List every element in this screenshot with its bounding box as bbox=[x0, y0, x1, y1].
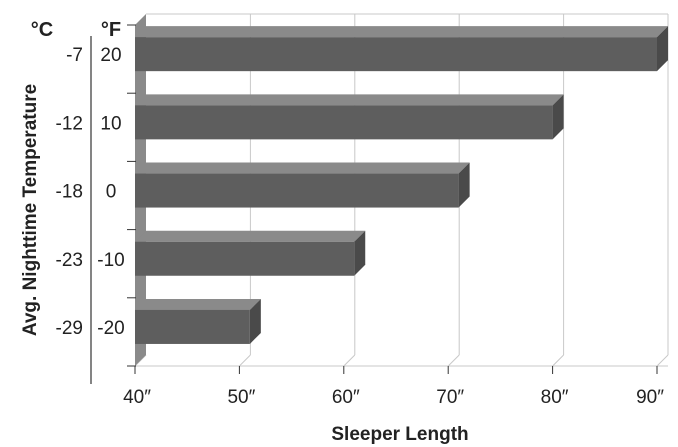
y-tick-label-fahrenheit: 10 bbox=[100, 113, 121, 134]
bar-top-face bbox=[135, 94, 564, 106]
labels: -7 20 -12 10 -18 0 -23 -10 -29 -20 40″ 50″ 60″ 70″ 80″… bbox=[56, 45, 665, 408]
y-tick-label-celsius: -23 bbox=[56, 250, 83, 271]
bar-end-face bbox=[249, 298, 261, 344]
y-tick-label-fahrenheit: -10 bbox=[97, 250, 124, 271]
bar-top-face bbox=[135, 162, 470, 174]
bar-end-face bbox=[657, 26, 668, 72]
gridline-floor bbox=[343, 354, 356, 367]
bar-end-face bbox=[552, 94, 564, 140]
y-tick-label-celsius: -7 bbox=[66, 45, 83, 66]
x-tick-marks bbox=[134, 366, 658, 374]
y-tick-label-celsius: -12 bbox=[56, 113, 83, 134]
bar bbox=[135, 173, 459, 208]
bar-top-face bbox=[135, 26, 668, 38]
y-tick-label-fahrenheit: 20 bbox=[100, 45, 121, 66]
celsius-unit-label: °C bbox=[31, 19, 53, 41]
x-axis-title: Sleeper Length bbox=[331, 424, 468, 445]
bar-top-face bbox=[135, 298, 261, 310]
gridline-floor bbox=[656, 354, 669, 367]
y-tick-marks bbox=[127, 24, 136, 367]
bar bbox=[135, 241, 355, 276]
bar-end-face bbox=[354, 230, 366, 276]
y-tick-label-celsius: -29 bbox=[56, 318, 83, 339]
gridline-floor bbox=[552, 354, 564, 367]
x-tick-label: 40″ bbox=[123, 387, 151, 408]
fahrenheit-unit-label: °F bbox=[101, 19, 121, 41]
gridline-floor bbox=[239, 354, 251, 367]
x-tick-label: 60″ bbox=[332, 387, 360, 408]
bar-end-face bbox=[458, 162, 470, 208]
bar-top-face bbox=[135, 230, 366, 242]
gridline-floor bbox=[447, 354, 460, 367]
x-tick-label: 90″ bbox=[636, 387, 664, 408]
x-tick-label: 70″ bbox=[436, 387, 464, 408]
x-tick-label: 80″ bbox=[541, 387, 569, 408]
bar bbox=[135, 105, 553, 140]
y-tick-label-celsius: -18 bbox=[56, 182, 83, 203]
y-tick-label-fahrenheit: 0 bbox=[106, 182, 117, 203]
x-tick-label: 50″ bbox=[227, 387, 255, 408]
bar bbox=[135, 37, 657, 72]
bar bbox=[135, 309, 250, 344]
y-tick-label-fahrenheit: -20 bbox=[97, 318, 124, 339]
y-axis-title: Avg. Nighttime Temperature bbox=[20, 84, 41, 336]
bars bbox=[135, 26, 668, 344]
